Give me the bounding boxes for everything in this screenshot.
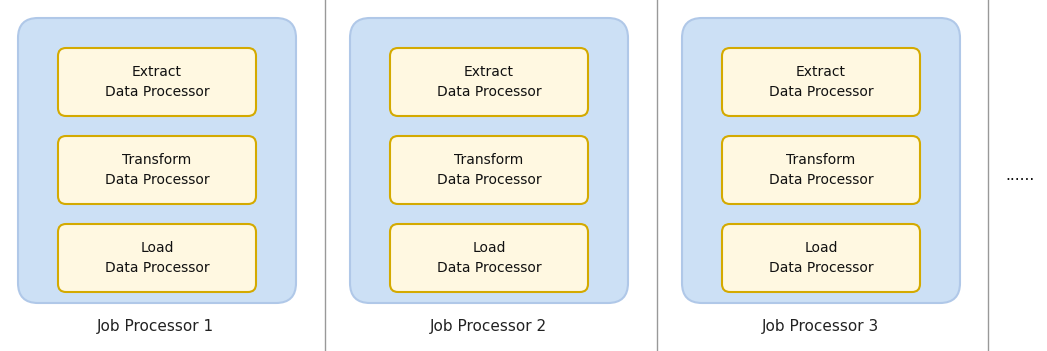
- FancyBboxPatch shape: [722, 136, 920, 204]
- FancyBboxPatch shape: [350, 18, 628, 303]
- Text: ......: ......: [1005, 167, 1034, 183]
- FancyBboxPatch shape: [389, 48, 588, 116]
- FancyBboxPatch shape: [18, 18, 296, 303]
- Text: Job Processor 1: Job Processor 1: [96, 318, 214, 333]
- FancyBboxPatch shape: [722, 48, 920, 116]
- Text: Load
Data Processor: Load Data Processor: [437, 241, 541, 275]
- Text: Load
Data Processor: Load Data Processor: [768, 241, 873, 275]
- Text: Extract
Data Processor: Extract Data Processor: [105, 65, 209, 99]
- FancyBboxPatch shape: [722, 224, 920, 292]
- FancyBboxPatch shape: [389, 136, 588, 204]
- FancyBboxPatch shape: [389, 224, 588, 292]
- FancyBboxPatch shape: [58, 224, 257, 292]
- Text: Extract
Data Processor: Extract Data Processor: [437, 65, 541, 99]
- Text: Job Processor 3: Job Processor 3: [761, 318, 878, 333]
- FancyBboxPatch shape: [58, 48, 257, 116]
- FancyBboxPatch shape: [58, 136, 257, 204]
- Text: Load
Data Processor: Load Data Processor: [105, 241, 209, 275]
- Text: Job Processor 2: Job Processor 2: [429, 318, 547, 333]
- Text: Transform
Data Processor: Transform Data Processor: [768, 153, 873, 187]
- Text: Transform
Data Processor: Transform Data Processor: [437, 153, 541, 187]
- Text: Transform
Data Processor: Transform Data Processor: [105, 153, 209, 187]
- Text: Extract
Data Processor: Extract Data Processor: [768, 65, 873, 99]
- FancyBboxPatch shape: [682, 18, 960, 303]
